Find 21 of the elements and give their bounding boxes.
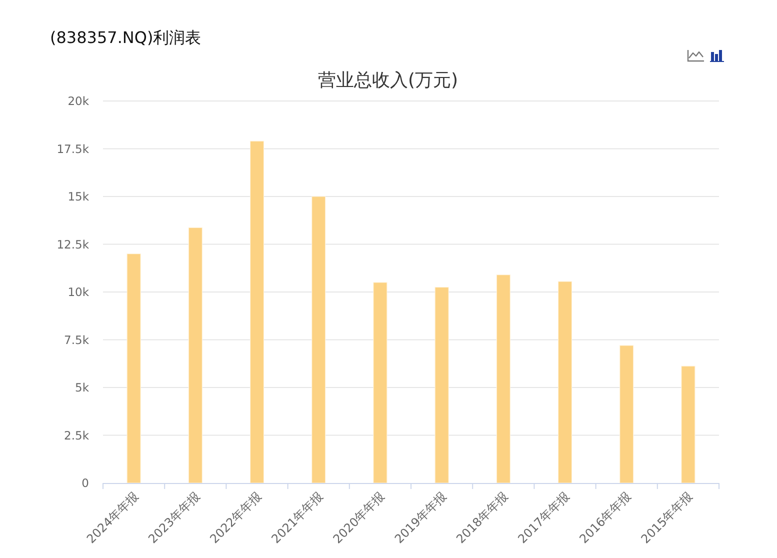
bar xyxy=(126,254,141,484)
chart-title: (838357.NQ)利润表 xyxy=(50,28,202,47)
bar xyxy=(188,227,202,484)
bar xyxy=(558,281,572,484)
y-tick-label: 17.5k xyxy=(56,142,90,156)
bar xyxy=(681,366,696,484)
bar xyxy=(373,282,388,484)
y-tick-label: 5k xyxy=(75,380,90,394)
y-tick-label: 0 xyxy=(82,476,89,490)
y-tick-label: 7.5k xyxy=(64,332,90,347)
y-tick-label: 15k xyxy=(68,190,90,204)
bar xyxy=(496,274,510,484)
bar xyxy=(250,140,264,484)
y-tick-label: 2.5k xyxy=(64,428,90,442)
bar xyxy=(312,196,326,484)
bar xyxy=(620,345,634,484)
y-tick-label: 10k xyxy=(68,285,90,299)
chart-subtitle: 营业总收入(万元) xyxy=(318,70,458,91)
y-tick-label: 20k xyxy=(68,94,90,108)
y-tick-label: 12.5k xyxy=(56,237,90,252)
bar xyxy=(434,286,449,484)
